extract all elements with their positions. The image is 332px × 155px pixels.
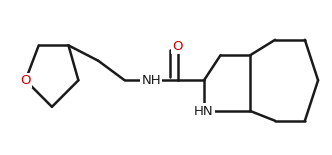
Text: O: O <box>172 40 183 53</box>
Text: O: O <box>20 74 31 87</box>
Text: NH: NH <box>141 74 161 87</box>
Text: HN: HN <box>194 104 214 117</box>
